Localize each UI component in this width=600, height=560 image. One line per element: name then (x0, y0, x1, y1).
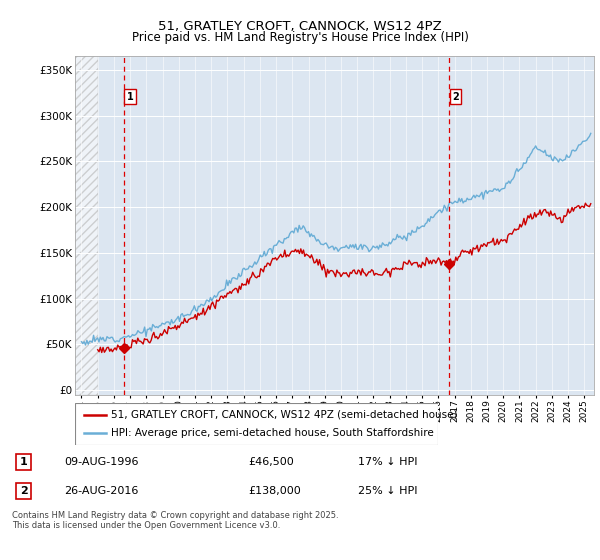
Text: £46,500: £46,500 (248, 457, 294, 467)
Text: 17% ↓ HPI: 17% ↓ HPI (358, 457, 417, 467)
Text: Contains HM Land Registry data © Crown copyright and database right 2025.
This d: Contains HM Land Registry data © Crown c… (12, 511, 338, 530)
Text: 2: 2 (20, 486, 28, 496)
Text: 1: 1 (20, 457, 28, 467)
Text: 2: 2 (452, 92, 459, 102)
Text: 25% ↓ HPI: 25% ↓ HPI (358, 486, 417, 496)
Text: 26-AUG-2016: 26-AUG-2016 (64, 486, 138, 496)
Text: Price paid vs. HM Land Registry's House Price Index (HPI): Price paid vs. HM Land Registry's House … (131, 31, 469, 44)
Text: HPI: Average price, semi-detached house, South Staffordshire: HPI: Average price, semi-detached house,… (112, 428, 434, 438)
Text: 09-AUG-1996: 09-AUG-1996 (64, 457, 139, 467)
Text: £138,000: £138,000 (248, 486, 301, 496)
Text: 1: 1 (127, 92, 134, 102)
Text: 51, GRATLEY CROFT, CANNOCK, WS12 4PZ (semi-detached house): 51, GRATLEY CROFT, CANNOCK, WS12 4PZ (se… (112, 410, 458, 420)
Text: 51, GRATLEY CROFT, CANNOCK, WS12 4PZ: 51, GRATLEY CROFT, CANNOCK, WS12 4PZ (158, 20, 442, 32)
Bar (75, 56, 98, 395)
